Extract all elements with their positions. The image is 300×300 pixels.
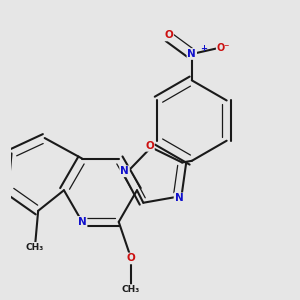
- Text: N: N: [78, 217, 87, 227]
- Text: O: O: [127, 254, 136, 263]
- Text: N: N: [120, 166, 129, 176]
- Text: N: N: [175, 193, 183, 203]
- Text: CH₃: CH₃: [26, 243, 44, 252]
- Text: O: O: [164, 30, 173, 40]
- Text: CH₃: CH₃: [122, 285, 140, 294]
- Text: O⁻: O⁻: [217, 44, 230, 53]
- Text: +: +: [200, 44, 207, 53]
- Text: O: O: [145, 141, 154, 151]
- Text: N: N: [188, 49, 196, 59]
